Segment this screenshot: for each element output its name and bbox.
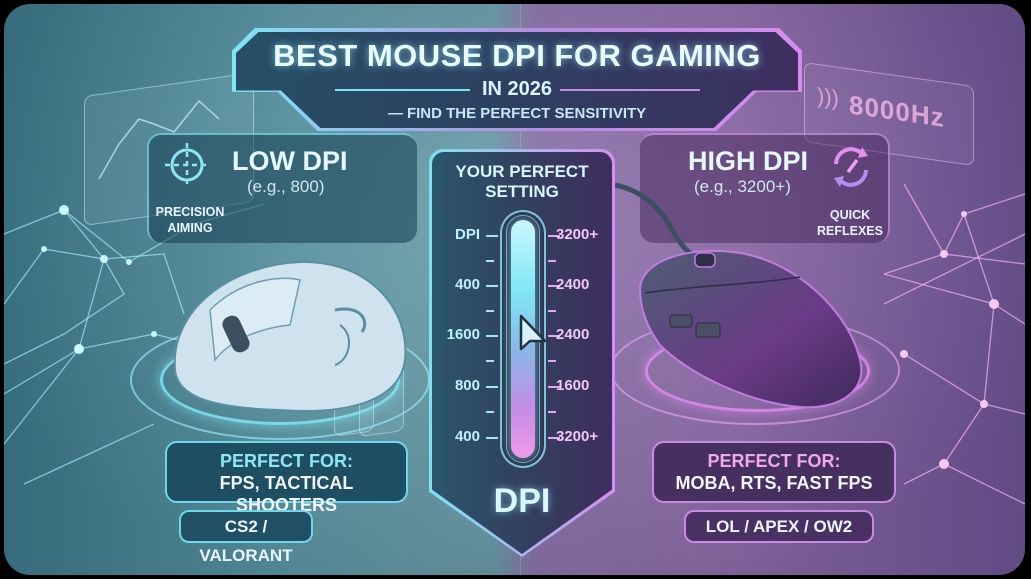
tick-mark (486, 437, 498, 439)
high-dpi-mouse-illustration (600, 175, 900, 435)
mouse-icon (638, 249, 863, 409)
high-dpi-heading: HIGH DPI (688, 146, 809, 176)
speed-cycle-icon (834, 147, 868, 187)
tick-mark (486, 360, 494, 362)
low-dpi-caption: PRECISION AIMING (148, 204, 232, 236)
tick-mark (548, 235, 560, 237)
gauge-title-line-2: SETTING (485, 182, 559, 201)
caption-line-2: REFLEXES (817, 224, 883, 238)
gauge-right-tick-0: 3200+ (556, 226, 599, 243)
gauge-right-tick-2: 2400 (556, 326, 590, 343)
tick-mark (548, 260, 556, 262)
gauge-left-tick-4: 400 (454, 428, 480, 445)
title-banner (236, 32, 798, 128)
gauge-right-tick-3: 1600 (556, 377, 590, 394)
gauge-left-tick-1: 400 (454, 276, 480, 293)
caption-line-1: PRECISION (155, 205, 225, 219)
tick-mark (548, 285, 560, 287)
caption-line-2: AIMING (167, 221, 213, 235)
tick-mark (486, 260, 494, 262)
perfect-for-label: PERFECT FOR: (707, 451, 841, 471)
tick-mark (486, 235, 498, 237)
title-divider-left (335, 89, 470, 91)
tick-mark (548, 411, 556, 413)
tick-mark (486, 411, 494, 413)
perfect-for-genres: MOBA, RTS, FAST FPS (675, 473, 873, 493)
gauge-right-tick-1: 2400 (556, 276, 590, 293)
high-dpi-games-badge: LOL / APEX / OW2 (684, 510, 874, 543)
high-dpi-example: (e.g., 3200+) (694, 177, 791, 196)
tick-mark (548, 386, 560, 388)
gauge-right-tick-4: 3200+ (556, 428, 599, 445)
cursor-pointer-icon[interactable] (518, 313, 548, 353)
polling-rate-label: 8000Hz (849, 89, 945, 133)
crosshair-icon (165, 143, 209, 187)
high-dpi-perfect-for-box: PERFECT FOR: MOBA, RTS, FAST FPS (652, 441, 896, 503)
gauge-left-tick-0: DPI (454, 226, 480, 243)
mouse-icon (173, 260, 407, 412)
title-subtitle: — FIND THE PERFECT SENSITIVITY (387, 105, 647, 122)
tick-mark (486, 310, 494, 312)
gauge-title: YOUR PERFECT SETTING (432, 162, 612, 202)
low-dpi-games-badge: CS2 / VALORANT (179, 510, 313, 565)
high-dpi-caption: QUICK REFLEXES (808, 207, 892, 239)
gauge-title-line-1: YOUR PERFECT (455, 162, 589, 181)
caption-line-1: QUICK (829, 208, 871, 222)
tick-mark (548, 437, 560, 439)
title-divider-right (560, 89, 700, 91)
low-dpi-mouse-illustration (130, 250, 430, 440)
signal-icon: ))) (817, 82, 839, 111)
low-dpi-example: (e.g., 800) (247, 177, 325, 196)
tick-mark (548, 335, 560, 337)
low-dpi-heading: LOW DPI (232, 146, 348, 176)
tick-mark (548, 360, 556, 362)
gauge-left-tick-3: 800 (454, 377, 480, 394)
title-year: IN 2026 (481, 78, 553, 100)
low-dpi-perfect-for-box: PERFECT FOR: FPS, TACTICAL SHOOTERS (165, 441, 408, 515)
page-title: BEST MOUSE DPI FOR GAMING (273, 38, 761, 73)
tick-mark (486, 335, 498, 337)
tick-mark (486, 285, 498, 287)
perfect-for-label: PERFECT FOR: (220, 451, 353, 471)
gauge-bottom-label: DPI (493, 482, 551, 520)
tick-mark (486, 386, 498, 388)
gauge-left-tick-2: 1600 (446, 326, 480, 343)
tick-mark (548, 310, 556, 312)
